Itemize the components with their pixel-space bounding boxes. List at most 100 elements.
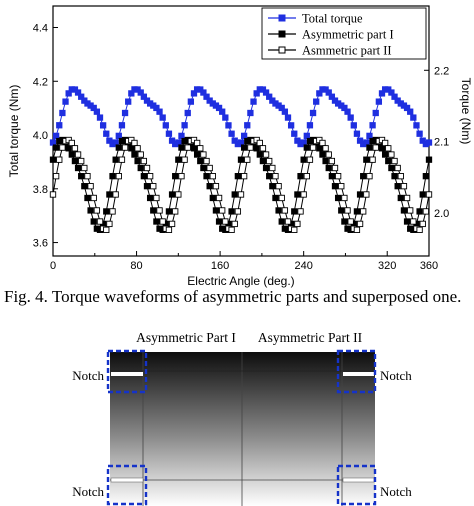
series-point	[206, 164, 213, 172]
series-point	[175, 156, 182, 163]
series-point	[81, 183, 88, 190]
notch-box-top-left	[106, 349, 148, 394]
series-point	[165, 208, 173, 215]
y-right-axis-label: Torque (Nm)	[459, 78, 473, 145]
series-point	[272, 173, 279, 180]
series-point	[103, 208, 110, 215]
series-point	[172, 208, 179, 215]
legend-marker	[278, 46, 286, 54]
series-point	[385, 145, 392, 152]
series-point	[209, 173, 216, 180]
series-point	[137, 151, 144, 158]
series-1	[49, 86, 433, 148]
series-point	[394, 164, 401, 172]
series-point	[178, 173, 185, 180]
y-left-tick-label: 4.2	[33, 76, 48, 88]
series-point	[234, 208, 242, 215]
series-point	[65, 145, 72, 152]
series-point	[118, 122, 126, 129]
series-point	[59, 144, 66, 151]
notch-label-top-left: Notch	[72, 368, 104, 383]
x-tick-label: 0	[50, 260, 56, 272]
series-point	[190, 145, 198, 152]
series-point	[156, 108, 163, 115]
series-point	[397, 173, 404, 180]
series-point	[294, 191, 301, 198]
series-point	[344, 207, 351, 214]
series-point	[131, 139, 138, 147]
series-point	[99, 122, 107, 129]
series-point	[237, 139, 245, 146]
figure-caption: Fig. 4. Torque waveforms of asymmetric p…	[4, 287, 462, 306]
series-point	[168, 191, 176, 198]
y-right-tick-label: 2.2	[434, 65, 449, 77]
series-point	[256, 151, 263, 158]
series-point	[319, 139, 326, 147]
series-point	[143, 164, 151, 172]
series-point	[419, 191, 426, 198]
series-point	[52, 144, 60, 151]
series-point	[87, 183, 94, 190]
series-point	[62, 98, 69, 105]
series-point	[306, 122, 314, 129]
notch-slot-top-left	[111, 372, 143, 376]
legend-entry: Total torque	[302, 12, 363, 26]
series-point	[338, 183, 345, 190]
series-point	[410, 114, 417, 121]
series-point	[228, 130, 235, 137]
series-point	[366, 173, 373, 180]
axes-text: 0 80 160 240 320 360 3.6 3.8 4.0 4.2 4.4 2.0 2.1 2.2 E…	[7, 23, 473, 288]
series-point	[278, 194, 285, 202]
series-point	[52, 132, 60, 140]
series-point	[381, 151, 389, 158]
series-point	[78, 157, 85, 165]
series-point	[181, 156, 188, 163]
series-point	[121, 144, 129, 151]
series-point	[140, 157, 148, 165]
series-point	[372, 144, 379, 151]
series-point	[378, 145, 386, 152]
series-point	[78, 173, 85, 180]
series-point	[165, 130, 173, 137]
series-point	[137, 164, 144, 172]
series-3	[49, 136, 433, 233]
series-point	[109, 208, 116, 215]
series-point	[84, 194, 91, 202]
series-point	[106, 220, 113, 228]
x-axis-label: Electric Angle (deg.)	[187, 274, 294, 288]
series-point	[49, 139, 57, 146]
series-point	[90, 218, 97, 225]
series-point	[244, 156, 251, 163]
series-point	[259, 157, 267, 165]
series-point	[168, 220, 176, 228]
series-point	[403, 194, 411, 202]
series-point	[212, 207, 220, 214]
series-point	[250, 98, 257, 105]
y-right-tick-label: 2.1	[434, 137, 449, 149]
series-point	[209, 194, 216, 202]
series-point	[237, 191, 245, 198]
series-point	[228, 226, 235, 233]
series-point	[49, 191, 57, 198]
series-point	[422, 173, 430, 180]
series-point	[381, 139, 389, 147]
part1-label: Asymmetric Part I	[136, 330, 236, 345]
series-point	[425, 156, 433, 163]
series-line	[52, 139, 430, 231]
x-tick-label: 360	[420, 260, 438, 272]
series-point	[247, 109, 254, 117]
series-point	[416, 208, 423, 215]
series-point	[159, 114, 166, 121]
y-right-tick-label: 2.0	[434, 208, 449, 220]
series-point	[291, 130, 298, 137]
series-point	[287, 122, 295, 129]
series-point	[225, 122, 232, 129]
series-point	[68, 139, 75, 147]
series-point	[240, 132, 248, 140]
series-point	[416, 226, 423, 233]
series-point	[266, 157, 273, 165]
series-point	[96, 218, 104, 225]
series-point	[150, 183, 157, 190]
series-point	[397, 194, 404, 202]
legend: Total torque Asymmetric part I Asmmetric p…	[261, 7, 427, 60]
